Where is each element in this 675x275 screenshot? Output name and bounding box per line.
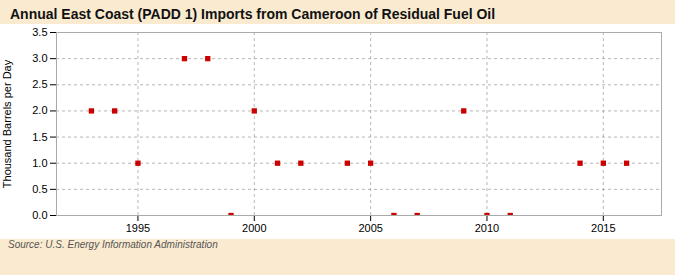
- svg-text:1.5: 1.5: [32, 131, 47, 143]
- svg-text:0.5: 0.5: [32, 183, 47, 195]
- svg-text:2000: 2000: [242, 222, 266, 234]
- svg-text:2010: 2010: [475, 222, 499, 234]
- svg-text:1.0: 1.0: [32, 157, 47, 169]
- svg-text:3.0: 3.0: [32, 52, 47, 64]
- svg-text:2015: 2015: [591, 222, 615, 234]
- svg-text:Thousand Barrels per Day: Thousand Barrels per Day: [1, 59, 13, 188]
- html-text:Source: U.S. Energy Informatio: Source: U.S. Energy Information Administ…: [8, 239, 218, 250]
- svg-text:0.0: 0.0: [32, 209, 47, 221]
- svg-text:1995: 1995: [126, 222, 150, 234]
- svg-text:2.0: 2.0: [32, 104, 47, 116]
- svg-text:2005: 2005: [358, 222, 382, 234]
- svg-text:2.5: 2.5: [32, 78, 47, 90]
- html-text:Annual East Coast (PADD 1) Imp: Annual East Coast (PADD 1) Imports from …: [10, 6, 496, 22]
- svg-text:3.5: 3.5: [32, 26, 47, 38]
